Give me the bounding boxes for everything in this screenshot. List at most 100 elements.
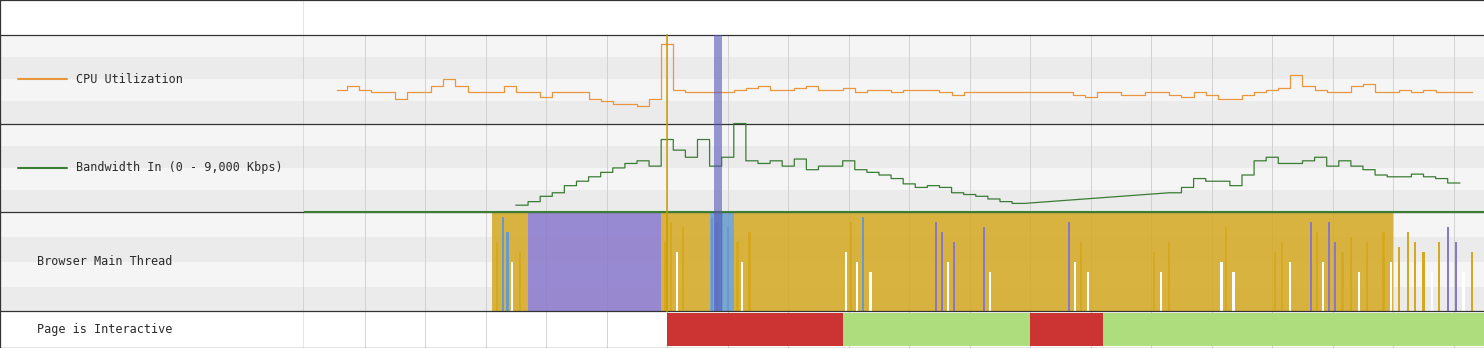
- Bar: [748, 232, 751, 311]
- Bar: [1232, 272, 1235, 311]
- Bar: [1273, 252, 1276, 311]
- Bar: [1160, 272, 1162, 311]
- Bar: [721, 212, 723, 311]
- Bar: [0, 124, 304, 146]
- Bar: [502, 217, 503, 311]
- Bar: [870, 272, 871, 311]
- Bar: [1431, 272, 1434, 311]
- Bar: [709, 212, 733, 311]
- Bar: [0, 262, 304, 287]
- Bar: [1103, 313, 1484, 346]
- Bar: [304, 101, 1484, 124]
- Bar: [506, 232, 509, 311]
- Bar: [1226, 227, 1227, 311]
- Bar: [1220, 262, 1223, 311]
- Bar: [304, 146, 1484, 168]
- Bar: [0, 57, 304, 79]
- Bar: [1456, 242, 1457, 311]
- Bar: [1447, 227, 1448, 311]
- Bar: [681, 227, 684, 311]
- Bar: [1030, 313, 1103, 346]
- Bar: [1074, 262, 1076, 311]
- Bar: [1088, 272, 1089, 311]
- Bar: [953, 242, 956, 311]
- Bar: [0, 0, 304, 35]
- Bar: [0, 35, 304, 57]
- Bar: [736, 242, 739, 311]
- Bar: [304, 0, 1484, 35]
- Bar: [1328, 222, 1330, 311]
- Bar: [1350, 237, 1352, 311]
- Bar: [1365, 242, 1368, 311]
- Bar: [0, 79, 304, 101]
- Bar: [1471, 252, 1474, 311]
- Bar: [1153, 252, 1155, 311]
- Bar: [304, 311, 1484, 348]
- Bar: [663, 242, 666, 311]
- Bar: [304, 212, 1484, 237]
- Bar: [741, 262, 743, 311]
- Bar: [304, 190, 1484, 212]
- Bar: [935, 222, 936, 311]
- Bar: [496, 242, 497, 311]
- Bar: [304, 124, 1484, 146]
- Bar: [846, 252, 847, 311]
- Bar: [1310, 222, 1312, 311]
- Bar: [1358, 272, 1361, 311]
- Bar: [1462, 272, 1465, 311]
- Text: Bandwidth In (0 - 9,000 Kbps): Bandwidth In (0 - 9,000 Kbps): [76, 161, 282, 174]
- Bar: [662, 212, 709, 311]
- Bar: [947, 262, 950, 311]
- Bar: [714, 35, 723, 311]
- Bar: [856, 262, 858, 311]
- Bar: [990, 272, 991, 311]
- Bar: [1290, 262, 1291, 311]
- Bar: [1438, 242, 1441, 311]
- Bar: [304, 237, 1484, 262]
- Bar: [518, 252, 521, 311]
- Bar: [304, 287, 1484, 311]
- Bar: [1407, 232, 1408, 311]
- Bar: [1398, 247, 1401, 311]
- Bar: [984, 227, 985, 311]
- Bar: [1414, 242, 1416, 311]
- Bar: [1281, 242, 1284, 311]
- Bar: [711, 217, 714, 311]
- Bar: [0, 168, 304, 190]
- Bar: [0, 146, 304, 168]
- Bar: [675, 252, 678, 311]
- Text: CPU Utilization: CPU Utilization: [76, 73, 183, 86]
- Bar: [0, 212, 304, 237]
- Bar: [843, 313, 1030, 346]
- Bar: [850, 222, 852, 311]
- Bar: [304, 57, 1484, 79]
- Bar: [668, 313, 843, 346]
- Bar: [715, 222, 718, 311]
- Bar: [862, 217, 864, 311]
- Bar: [1342, 252, 1343, 311]
- Bar: [1080, 242, 1082, 311]
- Bar: [304, 262, 1484, 287]
- Bar: [304, 168, 1484, 190]
- Bar: [512, 262, 513, 311]
- Text: Page is Interactive: Page is Interactive: [37, 323, 172, 336]
- Bar: [733, 212, 1393, 311]
- Bar: [1322, 262, 1324, 311]
- Bar: [491, 212, 528, 311]
- Bar: [1389, 262, 1392, 311]
- Bar: [1422, 252, 1425, 311]
- Bar: [0, 311, 304, 348]
- Bar: [669, 222, 672, 311]
- Bar: [1068, 222, 1070, 311]
- Bar: [304, 79, 1484, 101]
- Bar: [0, 237, 304, 262]
- Bar: [1168, 242, 1171, 311]
- Bar: [1334, 242, 1336, 311]
- Bar: [727, 227, 729, 311]
- Bar: [941, 232, 942, 311]
- Bar: [1383, 232, 1385, 311]
- Bar: [1316, 232, 1318, 311]
- Bar: [0, 190, 304, 212]
- Bar: [0, 287, 304, 311]
- Bar: [304, 35, 1484, 57]
